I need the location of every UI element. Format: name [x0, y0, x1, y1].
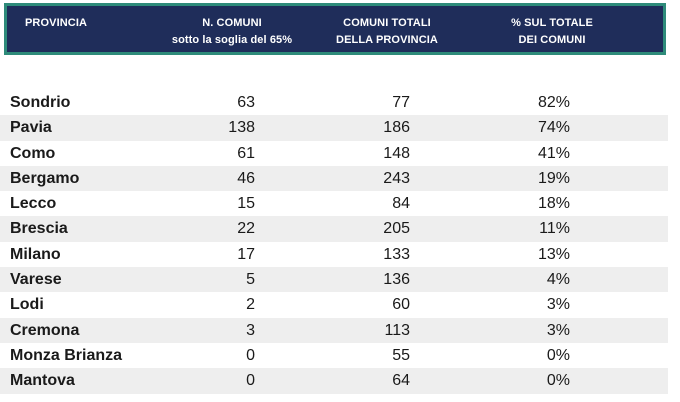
cell-provincia: Lodi [10, 296, 44, 314]
table-row: Lodi 2 60 3% [0, 292, 668, 317]
cell-n-comuni: 63 [237, 94, 255, 111]
cell-comuni-totali: 243 [383, 169, 410, 187]
cell-n-comuni: 3 [246, 321, 255, 339]
cell-n-comuni: 2 [246, 296, 255, 314]
cell-comuni-totali: 60 [392, 296, 410, 314]
cell-comuni-totali: 64 [392, 372, 410, 390]
cell-provincia: Milano [10, 245, 61, 263]
cell-percentuale: 41% [537, 144, 570, 162]
cell-provincia: Brescia [10, 220, 68, 238]
cell-n-comuni: 15 [237, 195, 255, 213]
table-row: Sondrio 63 77 82% [0, 90, 668, 115]
cell-percentuale: 13% [537, 245, 570, 263]
cell-percentuale: 82% [537, 94, 570, 111]
cell-percentuale: 11% [539, 220, 570, 238]
table-body: Sondrio 63 77 82% Pavia 138 186 74% Como 61 148 41%… [0, 90, 680, 394]
header-n-comuni: N. COMUNI sotto la soglia del 65% [171, 17, 293, 46]
cell-comuni-totali: 133 [383, 245, 410, 263]
cell-comuni-totali: 55 [392, 346, 410, 364]
cell-n-comuni: 138 [228, 119, 255, 137]
cell-percentuale: 3% [546, 321, 570, 339]
cell-percentuale: 19% [537, 169, 570, 187]
cell-comuni-totali: 136 [383, 271, 410, 289]
cell-comuni-totali: 84 [392, 195, 410, 213]
header-provincia: PROVINCIA [25, 17, 88, 29]
table-row: Monza Brianza 0 55 0% [0, 343, 668, 368]
cell-provincia: Cremona [10, 321, 80, 339]
cell-percentuale: 3% [546, 296, 570, 314]
cell-provincia: Lecco [10, 195, 57, 213]
cell-provincia: Pavia [10, 119, 52, 137]
table-row: Pavia 138 186 74% [0, 115, 668, 141]
cell-provincia: Monza Brianza [10, 346, 123, 364]
table-row: Como 61 148 41% [0, 141, 668, 166]
table-row: Bergamo 46 243 19% [0, 165, 668, 192]
table-row: Milano 17 133 13% [0, 242, 668, 267]
table-row: Brescia 22 205 11% [0, 216, 668, 242]
cell-n-comuni: 5 [246, 271, 255, 289]
cell-n-comuni: 0 [246, 372, 255, 390]
table-header: PROVINCIA N. COMUNI sotto la soglia del … [4, 3, 666, 55]
table-row: Mantova 0 64 0% [0, 368, 668, 394]
cell-percentuale: 0% [546, 372, 570, 390]
cell-comuni-totali: 205 [383, 220, 410, 238]
cell-comuni-totali: 186 [383, 119, 410, 137]
cell-percentuale: 74% [537, 119, 570, 137]
cell-provincia: Bergamo [10, 169, 80, 187]
cell-percentuale: 4% [546, 271, 570, 289]
cell-n-comuni: 61 [237, 144, 255, 162]
table-row: Cremona 3 113 3% [0, 317, 668, 343]
cell-percentuale: 0% [546, 346, 570, 364]
cell-n-comuni: 0 [246, 346, 255, 364]
cell-provincia: Varese [10, 271, 62, 289]
cell-n-comuni: 17 [237, 245, 255, 263]
cell-comuni-totali: 77 [392, 94, 410, 111]
cell-comuni-totali: 113 [384, 321, 410, 339]
cell-n-comuni: 46 [237, 169, 255, 187]
header-comuni-totali: COMUNI TOTALI DELLA PROVINCIA [336, 17, 438, 46]
table-row: Lecco 15 84 18% [0, 191, 668, 216]
cell-provincia: Sondrio [10, 94, 71, 111]
header-percentuale: % SUL TOTALE DEI COMUNI [511, 17, 593, 46]
cell-comuni-totali: 148 [383, 144, 410, 162]
cell-provincia: Como [10, 144, 56, 162]
table-row: Varese 5 136 4% [0, 267, 668, 293]
cell-n-comuni: 22 [237, 220, 255, 238]
cell-provincia: Mantova [10, 372, 75, 390]
cell-percentuale: 18% [537, 195, 570, 213]
